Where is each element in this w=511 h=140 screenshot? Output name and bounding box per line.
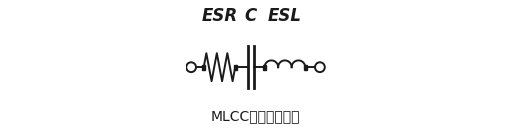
Text: ESR: ESR (201, 7, 238, 25)
Polygon shape (263, 65, 266, 70)
Polygon shape (202, 65, 205, 70)
Text: MLCC简化等效模型: MLCC简化等效模型 (211, 109, 300, 123)
Text: ESL: ESL (268, 7, 302, 25)
Polygon shape (304, 65, 307, 70)
Polygon shape (234, 65, 237, 70)
Text: C: C (244, 7, 257, 25)
